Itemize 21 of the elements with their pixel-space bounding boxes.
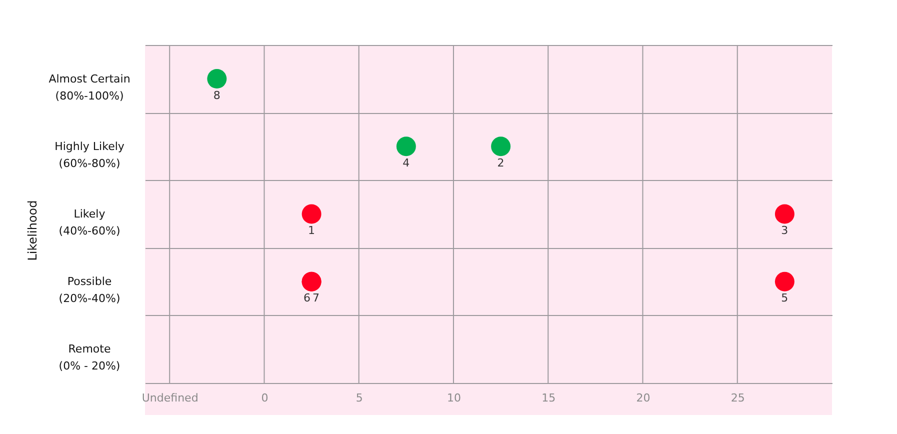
annotation: 8 (213, 88, 220, 102)
y-tick-label: Remote (0% - 20%) (58, 342, 120, 373)
x-tick-label: 5 (356, 392, 363, 404)
x-tick-label: 25 (730, 392, 745, 404)
annotation: 5 (781, 292, 788, 305)
annotation: 6 (304, 292, 311, 305)
y-tick-label: Possible (20%-40%) (58, 275, 120, 306)
x-tick-label: 0 (261, 392, 268, 404)
annotation: 1 (308, 224, 316, 237)
annotation: 2 (497, 156, 504, 170)
y-tick-label: Likely (40%-60%) (58, 208, 120, 238)
x-tick-label: Undefined (142, 392, 198, 404)
y-tick-label: Highly Likely (60%-80%) (54, 140, 125, 170)
y-axis-title: Likelihood (26, 200, 40, 261)
annotation: 3 (781, 224, 788, 237)
annotation: 4 (402, 156, 410, 170)
x-tick-label: 15 (542, 392, 556, 404)
x-tick-label: 10 (446, 392, 461, 404)
annotation: 7 (312, 292, 320, 305)
x-tick-label: 20 (636, 392, 650, 404)
y-tick-label: Almost Certain (80%-100%) (48, 72, 130, 102)
